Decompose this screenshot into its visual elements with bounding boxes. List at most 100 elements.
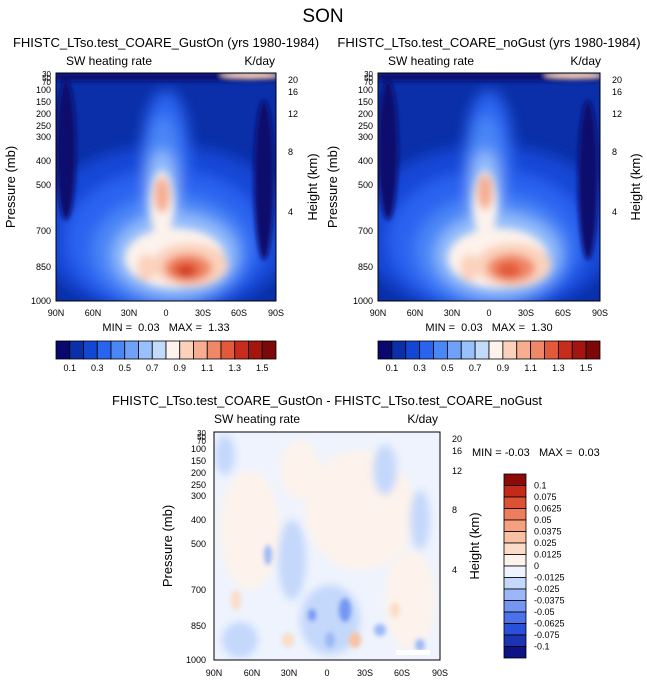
y-tick-label: 1000 [353,296,373,306]
y-tick-label: 200 [36,109,51,119]
y2-tick-label: 4 [452,565,457,575]
colorbar-label: 0 [534,561,539,571]
colorbar-swatch [193,340,208,360]
y-tick-label: 70 [364,78,373,87]
y2-tick-label: 16 [288,87,298,97]
colorbar-swatch [138,340,153,360]
colorbar-swatch [503,473,527,486]
colorbar-label: 0.0625 [534,504,562,514]
y-tick-label: 700 [191,585,206,595]
y-tick-label: 50 [197,433,206,442]
colorbar-swatch [96,340,112,360]
x-tick-label: 90N [48,308,65,318]
panel-title: FHISTC_LTso.test_COARE_GustOn - FHISTC_L… [112,393,542,408]
y-ticks-right: 20 16 12 8 4 [612,75,622,217]
y-tick-label: 50 [364,74,373,83]
x-tick-label: 60N [407,308,424,318]
colorbar-label: -0.1 [534,642,550,652]
variable-label: SW heating rate [214,412,300,426]
x-tick-label: 30S [357,668,373,678]
colorbar-label: 1.3 [228,363,241,373]
colorbar-swatch [503,623,527,636]
y-ticks-left: 30 50 70 100 150 200 250 300 400 500 700… [31,70,52,306]
units-label: K/day [570,54,601,68]
colorbar-swatch [419,340,434,360]
y2-tick-label: 16 [612,87,622,97]
variable-label: SW heating rate [388,54,474,68]
panel-title: FHISTC_LTso.test_COARE_noGust (yrs 1980-… [337,35,640,50]
x-tick-label: 90S [592,308,608,318]
y2-tick-label: 20 [452,434,462,444]
y-axis-label: Pressure (mb) [160,505,175,587]
y-tick-label: 30 [364,70,373,79]
y2-tick-label: 4 [612,207,617,217]
colorbar-label: 0.05 [534,515,552,525]
colorbar-swatch [503,531,527,544]
colorbar-swatch [151,340,167,360]
colorbar-label: 0.1 [63,363,76,373]
y-tick-label: 150 [191,456,206,466]
y-tick-label: 200 [191,468,206,478]
colorbar-swatch [446,340,462,360]
colorbar-swatch [503,577,527,590]
colorbar-swatch [460,340,476,360]
colorbar-label: 0.7 [469,363,482,373]
colorbar-label: -0.075 [534,630,560,640]
y-tick-label: 300 [191,491,206,501]
colorbar-swatch [124,340,139,360]
colorbar-label: 0.0375 [534,527,562,537]
colorbar-swatch [516,340,532,360]
y-tick-label: 200 [358,109,373,119]
colorbar-swatch [261,340,277,360]
x-ticks: 90N 60N 30N 0 30S 60S 90S [48,308,284,318]
colorbar-swatch [503,485,527,498]
y2-tick-label: 12 [452,466,462,476]
y-tick-label: 400 [36,156,51,166]
colorbar-swatch [571,340,587,360]
y-tick-label: 150 [36,97,51,107]
colorbar-label: 1.1 [524,363,537,373]
colorbar-swatch [405,340,421,360]
y-tick-label: 400 [358,156,373,166]
y-ticks-right: 20 16 12 8 4 [288,75,298,217]
colorbar-swatch [503,508,527,521]
min-max-text: MIN = -0.03 MAX = 0.03 [472,447,600,459]
x-tick-label: 60S [555,308,571,318]
y2-axis-label: Height (km) [467,512,482,579]
colorbar-label: 1.1 [201,363,214,373]
colorbar-swatch [503,588,527,601]
colorbar-swatch [530,340,545,360]
x-tick-label: 0 [324,668,329,678]
y-tick-label: 250 [191,480,206,490]
colorbar-right: 0.1 0.3 0.5 0.7 0.9 1.1 1.3 1.5 [377,340,601,373]
y-tick-label: 300 [36,132,51,142]
colorbar-swatch [474,340,490,360]
y-ticks-left: 30 50 70 100 150 200 250 300 400 500 700… [186,429,207,665]
y-tick-label: 850 [358,262,373,272]
colorbar-swatch [502,340,518,360]
page-title: SON [302,6,343,27]
colorbar-swatch [503,565,527,578]
colorbar-swatch [377,340,393,360]
colorbar-swatch [503,542,527,555]
y-tick-label: 1000 [31,296,51,306]
y-ticks-right: 20 16 12 8 4 [452,434,462,575]
colorbar-swatch [206,340,222,360]
x-tick-label: 60S [231,308,247,318]
y-tick-label: 100 [36,85,51,95]
heatmap-panel-difference: FHISTC_LTso.test_COARE_GustOn - FHISTC_L… [112,393,600,678]
colorbar-swatch [503,519,527,532]
colorbar-swatch [503,611,527,624]
colorbar-swatch [503,554,527,567]
y-tick-label: 100 [358,85,373,95]
y2-tick-label: 20 [288,75,298,85]
y2-tick-label: 20 [612,75,622,85]
colorbar-label: 0.5 [441,363,454,373]
y2-tick-label: 12 [288,109,298,119]
x-tick-label: 90N [370,308,387,318]
colorbar-left: 0.1 0.3 0.5 0.7 0.9 1.1 1.3 1.5 [55,340,277,373]
colorbar-swatch [503,634,527,647]
heatmap-panel-no-gust: FHISTC_LTso.test_COARE_noGust (yrs 1980-… [325,35,643,334]
y2-tick-label: 8 [612,147,617,157]
